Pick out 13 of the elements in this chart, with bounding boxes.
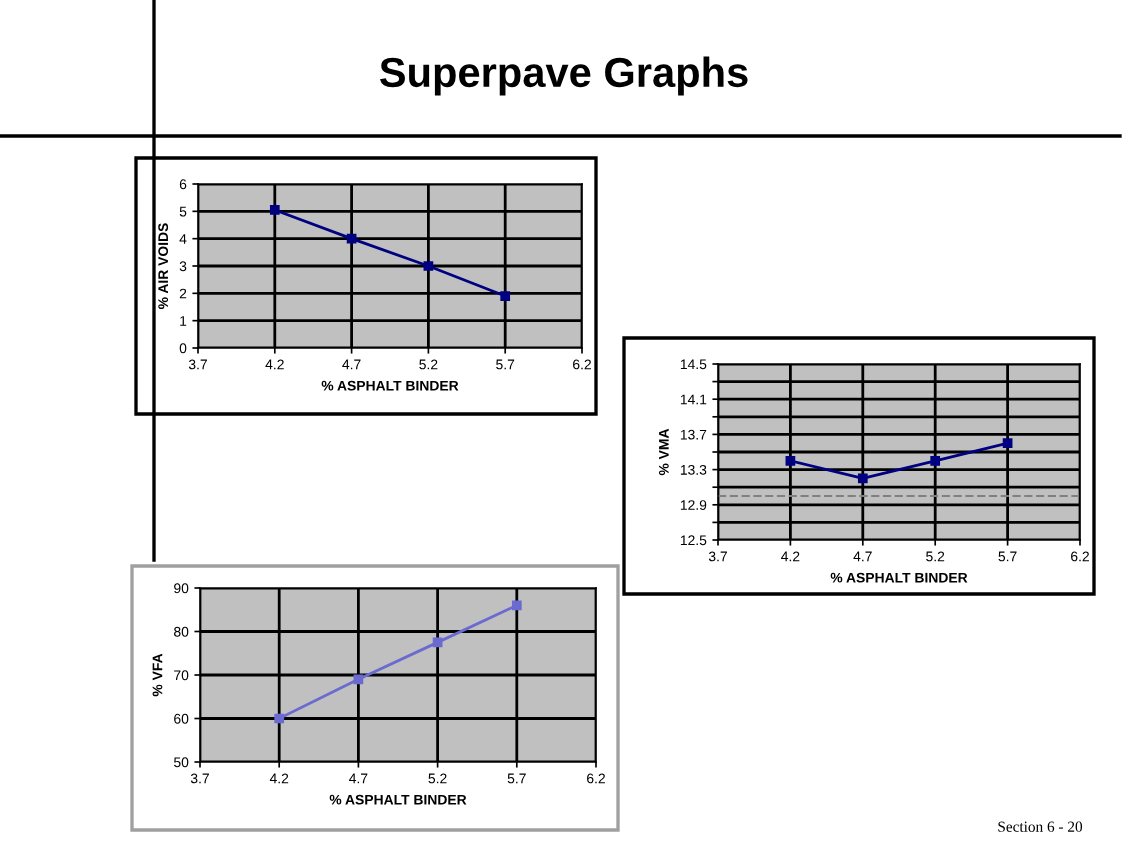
point: [274, 713, 285, 724]
point: [857, 473, 868, 484]
point: [353, 674, 364, 685]
point: [432, 637, 443, 648]
point: [346, 233, 357, 244]
chart-title: Superpave Graphs: [379, 56, 748, 96]
point: [930, 455, 941, 466]
point: [785, 455, 796, 466]
point: [1002, 438, 1013, 449]
point: [500, 291, 511, 301]
point: [511, 600, 522, 611]
point: [269, 205, 280, 215]
point: [423, 261, 434, 271]
